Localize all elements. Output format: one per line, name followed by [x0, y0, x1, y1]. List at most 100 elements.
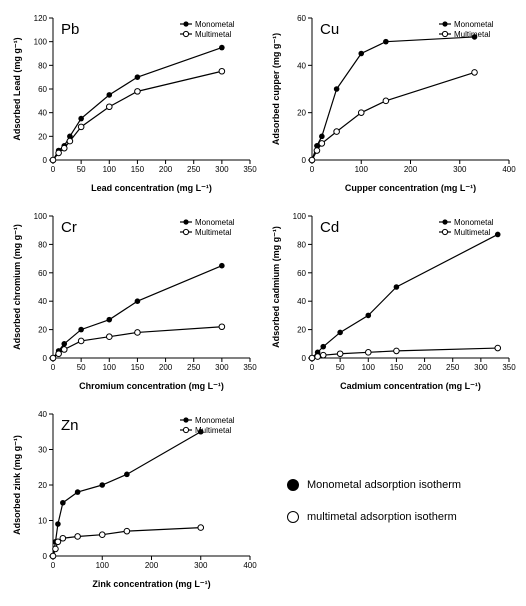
legend-multi-label: multimetal adsorption isotherm	[307, 511, 457, 523]
svg-text:200: 200	[159, 165, 173, 174]
svg-text:350: 350	[502, 363, 516, 372]
svg-text:80: 80	[38, 61, 47, 70]
chart-pb: 0 50 100 150 200 250 300 350 0 20 40 60 80 100 120 Lead…	[8, 10, 258, 195]
svg-text:100: 100	[96, 561, 110, 570]
svg-text:40: 40	[38, 297, 47, 306]
svg-text:20: 20	[38, 481, 47, 490]
svg-text:150: 150	[131, 363, 145, 372]
svg-text:0: 0	[43, 156, 48, 165]
mini-legend-mono: Monometal	[195, 20, 235, 29]
svg-text:300: 300	[474, 363, 488, 372]
svg-text:200: 200	[145, 561, 159, 570]
svg-text:0: 0	[302, 354, 307, 363]
svg-text:300: 300	[453, 165, 467, 174]
svg-text:350: 350	[243, 363, 257, 372]
svg-text:400: 400	[243, 561, 257, 570]
svg-text:50: 50	[77, 363, 86, 372]
svg-text:30: 30	[38, 446, 47, 455]
svg-text:150: 150	[390, 363, 404, 372]
filled-circle-icon	[287, 479, 299, 491]
chart-panel-zn: 0 100 200 300 400 0 10 20 30 40 Zink concentration…	[8, 406, 258, 591]
y-axis-label: Adsorbed Lead (mg g⁻¹)	[12, 37, 22, 140]
chart-panel-pb: 0 50 100 150 200 250 300 350 0 20 40 60 80 100 120 Lead…	[8, 10, 258, 195]
svg-text:100: 100	[34, 38, 48, 47]
global-legend: Monometal adsorption isotherm multimetal…	[267, 406, 518, 596]
svg-text:20: 20	[38, 132, 47, 141]
mini-legend-multi: Multimetal	[195, 228, 232, 237]
svg-text:40: 40	[38, 410, 47, 419]
svg-text:60: 60	[38, 85, 47, 94]
svg-text:10: 10	[38, 517, 47, 526]
svg-text:0: 0	[302, 156, 307, 165]
svg-text:40: 40	[38, 109, 47, 118]
metal-label: Cu	[320, 21, 339, 38]
svg-text:100: 100	[34, 212, 48, 221]
svg-text:20: 20	[297, 326, 306, 335]
mini-legend-mono: Monometal	[454, 218, 494, 227]
x-axis-label: Lead concentration (mg L⁻¹)	[91, 183, 212, 193]
x-axis-label: Zink concentration (mg L⁻¹)	[92, 579, 210, 589]
svg-text:200: 200	[159, 363, 173, 372]
chart-panel-cd: 0 50 100 150 200 250 300 350 0 20 40 60 80 100 Cadmium…	[267, 208, 517, 393]
svg-text:80: 80	[297, 240, 306, 249]
y-axis-label: Adsorbed zink (mg g⁻¹)	[12, 435, 22, 535]
svg-text:80: 80	[38, 240, 47, 249]
svg-text:50: 50	[77, 165, 86, 174]
chart-grid: 050100150200250300350020406080100120Lead…	[0, 0, 526, 606]
svg-text:20: 20	[38, 326, 47, 335]
svg-text:200: 200	[404, 165, 418, 174]
y-axis-label: Adsorbed cadmium (mg g⁻¹)	[271, 226, 281, 348]
mini-legend-mono: Monometal	[454, 20, 494, 29]
svg-text:0: 0	[310, 165, 315, 174]
svg-text:0: 0	[51, 561, 56, 570]
x-axis-label: Cadmium concentration (mg L⁻¹)	[340, 381, 481, 391]
svg-text:60: 60	[297, 269, 306, 278]
svg-text:60: 60	[38, 269, 47, 278]
svg-text:120: 120	[34, 14, 48, 23]
svg-text:150: 150	[131, 165, 145, 174]
x-axis-label: Cupper concentration (mg L⁻¹)	[345, 183, 476, 193]
svg-text:250: 250	[446, 363, 460, 372]
chart-zn: 0 100 200 300 400 0 10 20 30 40 Zink concentration…	[8, 406, 258, 591]
svg-text:0: 0	[310, 363, 315, 372]
svg-text:0: 0	[51, 165, 56, 174]
svg-text:0: 0	[43, 552, 48, 561]
svg-text:100: 100	[293, 212, 307, 221]
chart-cr: 050100150200250300350020406080100Chromiu…	[8, 208, 258, 393]
svg-text:300: 300	[215, 363, 229, 372]
mini-legend-mono: Monometal	[195, 218, 235, 227]
svg-text:350: 350	[243, 165, 257, 174]
svg-text:0: 0	[43, 354, 48, 363]
svg-text:400: 400	[502, 165, 516, 174]
svg-text:300: 300	[194, 561, 208, 570]
y-axis-label: Adsorbed chromium (mg g⁻¹)	[12, 224, 22, 350]
mini-legend-mono: Monometal	[195, 416, 235, 425]
svg-text:100: 100	[362, 363, 376, 372]
svg-text:40: 40	[297, 61, 306, 70]
svg-text:100: 100	[355, 165, 369, 174]
svg-text:20: 20	[297, 109, 306, 118]
svg-text:50: 50	[336, 363, 345, 372]
mini-legend-multi: Multimetal	[195, 30, 232, 39]
svg-text:60: 60	[297, 14, 306, 23]
svg-text:250: 250	[187, 165, 201, 174]
svg-text:100: 100	[103, 165, 117, 174]
hollow-circle-icon	[287, 511, 299, 523]
svg-text:40: 40	[297, 297, 306, 306]
chart-panel-cu: 0 100 200 300 400 0 20 40 60 Cupper concentration…	[267, 10, 517, 195]
legend-mono: Monometal adsorption isotherm	[287, 479, 518, 491]
metal-label: Pb	[61, 21, 79, 38]
metal-label: Cd	[320, 219, 339, 236]
y-axis-label: Adsorbed cupper (mg g⁻¹)	[271, 33, 281, 145]
chart-cu: 0 100 200 300 400 0 20 40 60 Cupper concentration…	[267, 10, 517, 195]
svg-text:200: 200	[418, 363, 432, 372]
svg-text:100: 100	[103, 363, 117, 372]
mini-legend-multi: Multimetal	[454, 228, 491, 237]
metal-label: Cr	[61, 219, 77, 236]
legend-mono-label: Monometal adsorption isotherm	[307, 479, 461, 491]
chart-panel-cr: 050100150200250300350020406080100Chromiu…	[8, 208, 258, 393]
svg-text:0: 0	[51, 363, 56, 372]
metal-label: Zn	[61, 417, 79, 434]
chart-cd: 0 50 100 150 200 250 300 350 0 20 40 60 80 100 Cadmium…	[267, 208, 517, 393]
svg-text:300: 300	[215, 165, 229, 174]
